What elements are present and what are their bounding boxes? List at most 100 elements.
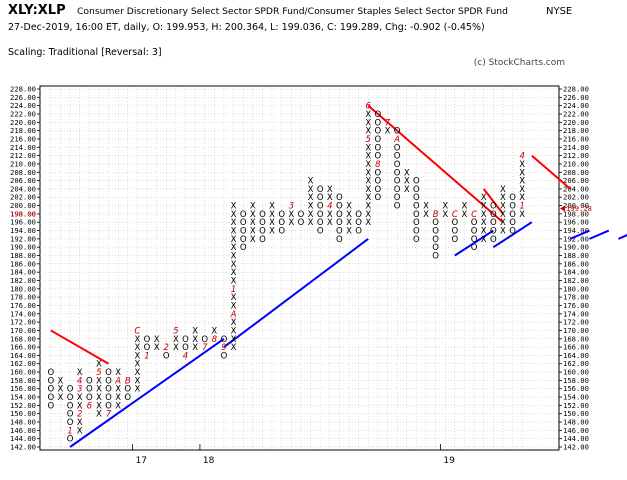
- y-tick-label-left: 148.00: [10, 418, 36, 427]
- resistance-trend-line: [50, 329, 110, 365]
- month-mark: 1: [519, 202, 524, 212]
- x-mark: X: [462, 202, 468, 212]
- x-mark: X: [481, 193, 487, 203]
- x-mark: X: [115, 401, 121, 411]
- y-tick-label-right: 172.00: [563, 318, 589, 327]
- o-mark: O: [413, 235, 420, 245]
- x-mark: X: [154, 343, 160, 353]
- x-mark: X: [231, 335, 237, 345]
- year-label: 19: [443, 456, 455, 466]
- x-mark: X: [365, 152, 371, 162]
- o-mark: O: [163, 351, 170, 361]
- x-mark: X: [115, 385, 121, 395]
- y-tick-label-left: 204.00: [10, 184, 36, 193]
- o-mark: O: [375, 185, 382, 195]
- x-mark: X: [481, 235, 487, 245]
- y-tick-label-left: 152.00: [10, 401, 36, 410]
- x-mark: X: [231, 202, 237, 212]
- y-tick-label-right: 152.00: [563, 401, 589, 410]
- x-mark: X: [365, 202, 371, 212]
- x-mark: X: [96, 393, 102, 403]
- y-tick-label-left: 208.00: [10, 168, 36, 177]
- y-tick-label-left: 228.00: [10, 85, 36, 94]
- o-mark: O: [471, 227, 478, 237]
- pf-marks: OOOOOXXXO1OOOOOXX2XX34X6OOOXXXXX5X7OOOOO…: [47, 102, 525, 445]
- y-tick-label-left: 154.00: [10, 393, 36, 402]
- o-mark: O: [375, 143, 382, 153]
- x-mark: X: [288, 218, 294, 228]
- month-mark: 7: [385, 118, 391, 128]
- o-mark: O: [182, 335, 189, 345]
- x-mark: X: [500, 218, 506, 228]
- x-mark: X: [327, 210, 333, 220]
- o-mark: O: [336, 227, 343, 237]
- year-label: 18: [203, 456, 215, 466]
- y-axis-left: 142.00144.00146.00148.00150.00152.00154.…: [10, 85, 40, 452]
- o-mark: O: [67, 393, 74, 403]
- support-trend-line: [589, 229, 610, 240]
- y-tick-label-left: 216.00: [10, 134, 36, 143]
- o-mark: O: [259, 227, 266, 237]
- x-mark: X: [365, 185, 371, 195]
- month-mark: 4: [327, 202, 332, 212]
- x-mark: X: [250, 218, 256, 228]
- month-mark: 8: [375, 160, 381, 170]
- x-mark: X: [231, 218, 237, 228]
- o-mark: O: [336, 235, 343, 245]
- y-tick-label-left: 160.00: [10, 368, 36, 377]
- y-tick-label-right: 178.00: [563, 293, 589, 302]
- x-mark: X: [96, 385, 102, 395]
- o-mark: O: [394, 143, 401, 153]
- o-mark: O: [336, 210, 343, 220]
- grid-lines: [40, 86, 559, 450]
- chart-symbol: XLY:XLP: [8, 3, 66, 18]
- o-mark: O: [490, 227, 497, 237]
- chart-copyright: (c) StockCharts.com: [474, 58, 565, 68]
- chart-exchange: NYSE: [546, 6, 572, 17]
- o-mark: O: [124, 393, 131, 403]
- y-tick-label-right: 186.00: [563, 259, 589, 268]
- x-mark: X: [365, 118, 371, 128]
- x-mark: X: [58, 393, 64, 403]
- x-mark: X: [231, 343, 237, 353]
- o-mark: O: [413, 210, 420, 220]
- y-tick-label-right: 168.00: [563, 334, 589, 343]
- o-mark: O: [317, 202, 324, 212]
- x-mark: X: [269, 210, 275, 220]
- o-mark: O: [336, 193, 343, 203]
- y-tick-label-left: 170.00: [10, 326, 36, 335]
- x-mark: X: [231, 293, 237, 303]
- o-mark: O: [394, 152, 401, 162]
- x-mark: X: [134, 360, 140, 370]
- o-mark: O: [67, 401, 74, 411]
- x-mark: X: [77, 401, 83, 411]
- x-mark: X: [231, 276, 237, 286]
- x-mark: X: [481, 227, 487, 237]
- y-tick-label-right: 148.00: [563, 418, 589, 427]
- o-mark: O: [336, 202, 343, 212]
- o-mark: O: [509, 202, 516, 212]
- y-tick-label-right: 156.00: [563, 384, 589, 393]
- y-tick-label-left: 166.00: [10, 343, 36, 352]
- x-mark: X: [365, 168, 371, 178]
- month-mark: 4: [77, 376, 82, 386]
- y-tick-label-left: 212.00: [10, 151, 36, 160]
- x-mark: X: [134, 368, 140, 378]
- x-mark: X: [231, 318, 237, 328]
- y-tick-label-right: 216.00: [563, 134, 589, 143]
- o-mark: O: [144, 343, 151, 353]
- x-mark: X: [308, 218, 314, 228]
- o-mark: O: [394, 185, 401, 195]
- x-mark: X: [231, 301, 237, 311]
- o-mark: O: [124, 385, 131, 395]
- o-mark: O: [47, 376, 54, 386]
- x-mark: X: [288, 210, 294, 220]
- y-axis-right: 142.00144.00146.00148.00150.00152.00154.…: [559, 85, 592, 452]
- month-mark: 7: [106, 410, 112, 420]
- x-mark: X: [365, 193, 371, 203]
- x-mark: X: [365, 210, 371, 220]
- y-tick-label-left-marker: 198.00: [10, 209, 36, 218]
- o-mark: O: [490, 218, 497, 228]
- year-label: 17: [136, 456, 147, 466]
- o-mark: O: [144, 335, 151, 345]
